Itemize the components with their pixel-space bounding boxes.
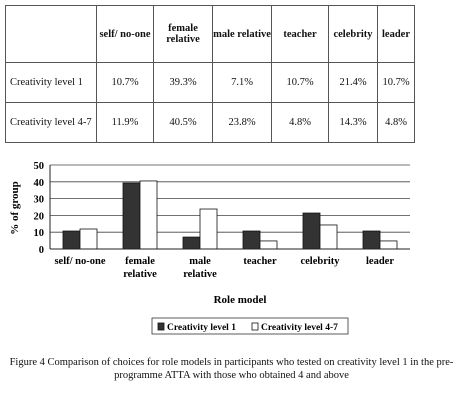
table-header-row: self/ no-one female relative male relati… — [5, 5, 415, 63]
table-header-cell: self/ no-one — [96, 5, 154, 63]
table-row-label: Creativity level 4-7 — [5, 102, 97, 143]
x-tick-label: male relative — [183, 256, 217, 280]
bar — [199, 208, 218, 250]
table-cell: 21.4% — [328, 62, 378, 103]
legend-swatch — [251, 322, 259, 331]
bar — [379, 240, 398, 250]
x-tick-label: leader — [366, 256, 394, 267]
table-header-cell: male relative — [212, 5, 272, 63]
bar — [362, 230, 381, 250]
table-cell: 39.3% — [153, 62, 213, 103]
table-header-cell: female relative — [153, 5, 213, 63]
gridlines — [50, 164, 410, 233]
table-header-cell: teacher — [271, 5, 329, 63]
table-cell: 11.9% — [96, 102, 154, 143]
table-cell: 10.7% — [96, 62, 154, 103]
bar — [62, 230, 81, 250]
bar — [182, 236, 201, 250]
y-tick-label: 10 — [34, 228, 45, 239]
legend-label: Creativity level 4-7 — [261, 323, 338, 333]
legend-label: Creativity level 1 — [167, 323, 236, 333]
x-tick-label: teacher — [243, 256, 277, 267]
bar — [139, 180, 158, 250]
bar-chart: 0 10 20 30 40 50 self/ no-one female relative mal… — [9, 161, 410, 335]
y-tick-label: 0 — [39, 245, 44, 256]
x-tick-label: self/ no-one — [54, 256, 105, 267]
bar — [242, 230, 261, 250]
y-axis-label: % of group — [9, 181, 21, 235]
role-model-table: self/ no-one female relative male relati… — [5, 5, 415, 143]
table-row-label: Creativity level 1 — [5, 62, 97, 103]
x-axis-label: Role model — [214, 294, 267, 306]
table-cell: 4.8% — [377, 102, 415, 143]
y-tick-label: 50 — [34, 161, 45, 172]
table-cell: 10.7% — [377, 62, 415, 103]
table-cell: 7.1% — [212, 62, 272, 103]
x-tick-label: celebrity — [300, 256, 340, 267]
table-cell: 23.8% — [212, 102, 272, 143]
table-cell: 4.8% — [271, 102, 329, 143]
bar — [302, 212, 321, 250]
y-tick-label: 30 — [34, 195, 45, 206]
legend-box — [151, 317, 349, 335]
table-cell: 14.3% — [328, 102, 378, 143]
table-corner-cell — [5, 5, 97, 63]
figure-caption: Figure 4 Comparison of choices for role … — [9, 357, 454, 381]
bar — [319, 224, 338, 250]
table-row: Creativity level 4-7 11.9% 40.5% 23.8% 4… — [5, 102, 415, 143]
bar — [79, 228, 98, 250]
bar — [122, 182, 141, 250]
bars — [62, 180, 398, 250]
table-header-cell: leader — [377, 5, 415, 63]
table-cell: 10.7% — [271, 62, 329, 103]
table-header-cell: celebrity — [328, 5, 378, 63]
x-tick-label: female relative — [123, 256, 157, 280]
y-tick-label: 40 — [34, 178, 45, 189]
y-tick-label: 20 — [34, 211, 45, 222]
bar — [259, 240, 278, 250]
legend: Creativity level 1 Creativity level 4-7 — [151, 317, 349, 335]
table-row: Creativity level 1 10.7% 39.3% 7.1% 10.7… — [5, 62, 415, 103]
legend-swatch — [157, 322, 165, 331]
table-cell: 40.5% — [153, 102, 213, 143]
axes: 0 10 20 30 40 50 self/ no-one female relative mal… — [34, 161, 410, 280]
